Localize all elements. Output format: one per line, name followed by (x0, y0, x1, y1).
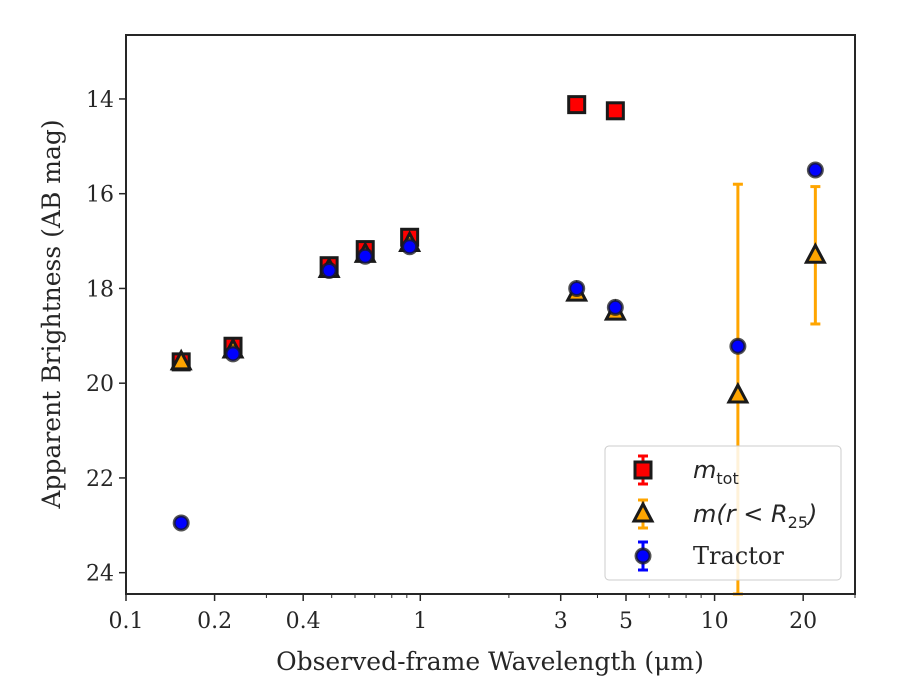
axis-ticks: 0.1 0.2 0.4 1 3 5 10 20 14 16 18 20 22 24 (86, 88, 856, 634)
legend-tractor-label: Tractor (693, 542, 784, 570)
plot-frame (125, 34, 856, 595)
x-axis-label: Observed-frame Wavelength (μm) (276, 647, 704, 676)
m_r_lt_R25-point (726, 381, 750, 404)
data-markers (169, 95, 827, 532)
y-tick-label: 22 (86, 467, 114, 492)
m_tot-point (605, 101, 625, 121)
x-tick-label: 0.2 (197, 609, 232, 634)
tractor-point (606, 298, 624, 316)
tractor-point (401, 238, 419, 256)
legend-tractor-marker (634, 547, 652, 565)
legend-box (604, 445, 842, 581)
legend-m_tot-label: mtot (693, 456, 739, 488)
m_r_lt_R25-point (169, 348, 193, 371)
tractor-point (568, 279, 586, 297)
y-tick-label: 24 (86, 562, 114, 587)
legend-m_tot-marker (633, 460, 653, 480)
x-tick-label: 3 (554, 609, 568, 634)
x-tick-label: 1 (413, 609, 427, 634)
legend-m_r_lt_R25-marker (631, 500, 655, 523)
tractor-point (172, 514, 190, 532)
x-tick-label: 5 (619, 609, 633, 634)
tractor-point (320, 261, 338, 279)
y-tick-label: 18 (86, 277, 114, 302)
m_r_lt_R25-point (803, 242, 827, 264)
tractor-point (356, 247, 374, 265)
y-tick-label: 16 (86, 183, 114, 208)
legend: mtot m(r < R25) Tractor (604, 445, 842, 581)
tractor-point (806, 161, 824, 179)
x-tick-label: 20 (789, 609, 817, 634)
tractor-point (224, 345, 242, 363)
tractor-point (729, 337, 747, 355)
y-axis-label: Apparent Brightness (AB mag) (37, 119, 66, 509)
m_tot-point (567, 95, 587, 115)
x-tick-label: 0.4 (286, 609, 321, 634)
x-tick-label: 0.1 (109, 609, 144, 634)
legend-m_r_lt_R25-label: m(r < R25) (693, 500, 817, 532)
y-tick-label: 14 (86, 88, 114, 113)
x-tick-label: 10 (701, 609, 729, 634)
y-tick-label: 20 (86, 372, 114, 397)
